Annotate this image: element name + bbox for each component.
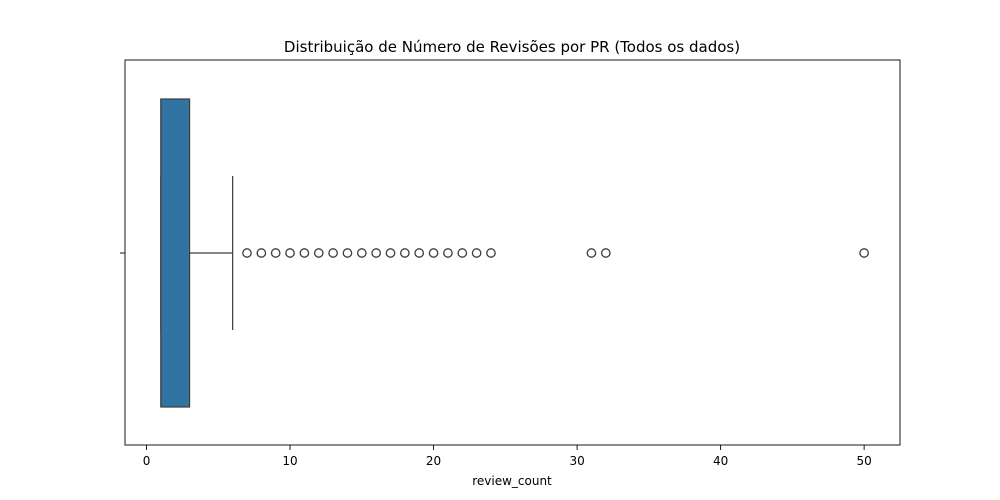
outlier-point	[859, 248, 869, 258]
box-iqr	[160, 98, 191, 408]
outlier-point	[600, 248, 611, 258]
outlier-point	[486, 248, 496, 258]
outlier-point	[586, 248, 597, 258]
outlier-point	[428, 248, 439, 258]
outlier-point	[400, 248, 410, 258]
x-tick-label: 10	[282, 454, 297, 468]
outlier-point	[356, 248, 367, 258]
x-axis-label: review_count	[472, 474, 552, 488]
outlier-point	[256, 248, 267, 258]
x-tick-label: 50	[856, 454, 871, 468]
x-tick-label: 30	[569, 454, 584, 468]
outlier-point	[285, 248, 295, 258]
outlier-point	[371, 248, 382, 258]
x-tick-label: 20	[426, 454, 441, 468]
outlier-point	[414, 248, 425, 258]
chart-title: Distribuição de Número de Revisões por P…	[284, 38, 740, 56]
outlier-point	[299, 248, 310, 258]
axes-frame	[124, 59, 901, 446]
outlier-point	[385, 248, 396, 258]
outlier-point	[328, 248, 338, 258]
outlier-point	[471, 248, 482, 258]
outlier-point	[242, 248, 252, 258]
x-tick-label: 40	[713, 454, 728, 468]
outlier-point	[457, 248, 468, 258]
x-axis-ticks: 0 10 20 30 40 50	[143, 445, 872, 468]
outlier-point	[443, 248, 453, 258]
plot-area	[160, 98, 869, 408]
outlier-point	[313, 248, 324, 258]
outlier-point	[270, 248, 281, 258]
outlier-point	[342, 248, 353, 258]
x-tick-label: 0	[143, 454, 151, 468]
